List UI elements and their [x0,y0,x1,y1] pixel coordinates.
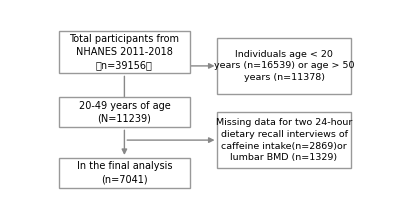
Text: In the final analysis
(n=7041): In the final analysis (n=7041) [77,161,172,185]
Text: Total participants from
NHANES 2011-2018
（n=39156）: Total participants from NHANES 2011-2018… [70,34,179,71]
FancyBboxPatch shape [59,158,190,188]
FancyBboxPatch shape [59,31,190,74]
Text: Individuals age < 20
years (n=16539) or age > 50
years (n=11378): Individuals age < 20 years (n=16539) or … [214,50,354,82]
Text: 20-49 years of age
(N=11239): 20-49 years of age (N=11239) [78,101,170,124]
FancyBboxPatch shape [218,112,351,168]
FancyBboxPatch shape [59,97,190,127]
Text: Missing data for two 24-hour
dietary recall interviews of
caffeine intake(n=2869: Missing data for two 24-hour dietary rec… [216,118,352,162]
FancyBboxPatch shape [218,38,351,94]
